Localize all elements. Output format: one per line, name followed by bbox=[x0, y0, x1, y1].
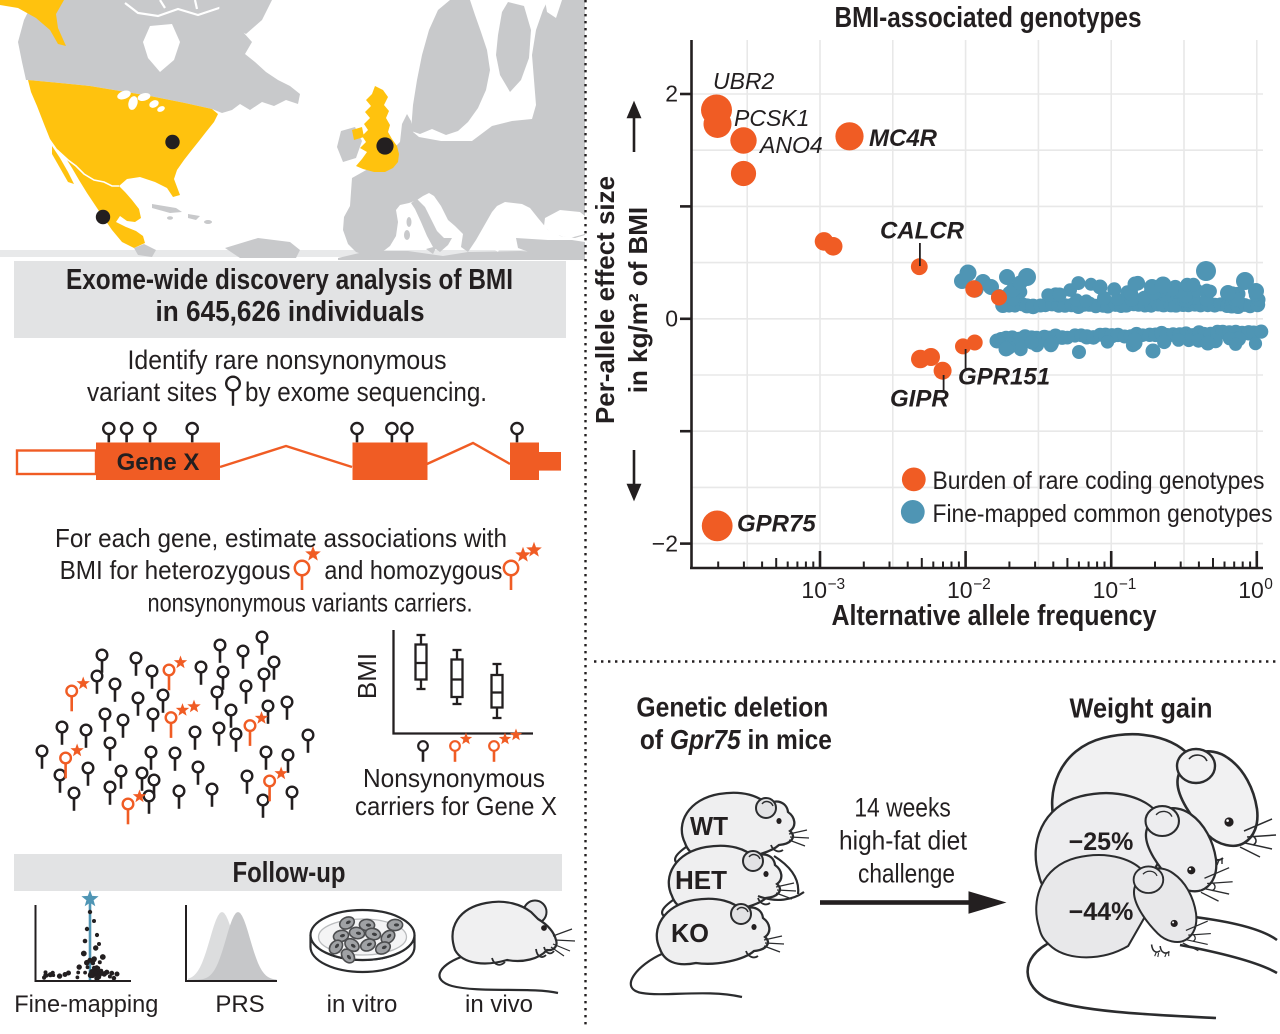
svg-text:10: 10 bbox=[947, 577, 973, 603]
svg-text:Nonsynonymous: Nonsynonymous bbox=[363, 763, 545, 793]
svg-text:0: 0 bbox=[665, 306, 678, 332]
svg-text:in vitro: in vitro bbox=[327, 991, 398, 1018]
svg-text:10: 10 bbox=[1238, 577, 1264, 603]
svg-text:Genetic deletion: Genetic deletion bbox=[636, 691, 828, 722]
svg-text:BMI: BMI bbox=[352, 653, 382, 699]
svg-text:challenge: challenge bbox=[858, 859, 955, 889]
svg-text:of Gpr75 in mice: of Gpr75 in mice bbox=[640, 724, 832, 755]
svg-text:BMI for heterozygous: BMI for heterozygous bbox=[60, 555, 291, 585]
svg-text:ANO4: ANO4 bbox=[758, 132, 823, 158]
svg-text:in kg/m² of BMI: in kg/m² of BMI bbox=[623, 207, 653, 393]
svg-text:Weight gain: Weight gain bbox=[1070, 692, 1213, 723]
svg-text:GPR151: GPR151 bbox=[958, 364, 1050, 391]
svg-text:GIPR: GIPR bbox=[890, 386, 949, 413]
svg-text:−25%: −25% bbox=[1069, 828, 1134, 856]
svg-text:BMI-associated genotypes: BMI-associated genotypes bbox=[835, 2, 1142, 34]
svg-text:10: 10 bbox=[1093, 577, 1119, 603]
svg-text:−3: −3 bbox=[828, 576, 846, 593]
svg-text:−2: −2 bbox=[973, 576, 991, 593]
svg-text:Fine-mapping: Fine-mapping bbox=[14, 991, 158, 1018]
svg-text:Gene X: Gene X bbox=[117, 449, 200, 476]
svg-text:Follow-up: Follow-up bbox=[233, 857, 346, 889]
svg-text:UBR2: UBR2 bbox=[713, 68, 775, 94]
svg-text:For each gene, estimate associ: For each gene, estimate associations wit… bbox=[55, 523, 507, 553]
svg-text:in vivo: in vivo bbox=[465, 991, 533, 1018]
svg-text:Per-allele effect size: Per-allele effect size bbox=[590, 176, 620, 424]
svg-text:10: 10 bbox=[801, 577, 827, 603]
svg-text:variant sites: variant sites bbox=[87, 377, 217, 407]
svg-text:in 645,626 individuals: in 645,626 individuals bbox=[156, 296, 425, 328]
svg-text:high-fat diet: high-fat diet bbox=[839, 826, 967, 856]
svg-text:14 weeks: 14 weeks bbox=[854, 792, 951, 822]
svg-text:Fine-mapped common genotypes: Fine-mapped common genotypes bbox=[933, 500, 1273, 528]
svg-text:MC4R: MC4R bbox=[869, 125, 938, 152]
svg-text:WT: WT bbox=[690, 811, 728, 841]
svg-text:0: 0 bbox=[1264, 576, 1273, 593]
svg-text:Alternative allele frequency: Alternative allele frequency bbox=[832, 600, 1157, 632]
svg-text:KO: KO bbox=[671, 918, 709, 948]
svg-text:GPR75: GPR75 bbox=[737, 511, 816, 538]
svg-text:Burden of rare coding genotype: Burden of rare coding genotypes bbox=[933, 467, 1265, 495]
svg-text:nonsynonymous variants carrier: nonsynonymous variants carriers. bbox=[148, 588, 473, 618]
svg-text:PRS: PRS bbox=[215, 991, 264, 1018]
svg-text:2: 2 bbox=[665, 81, 678, 107]
svg-text:−1: −1 bbox=[1119, 576, 1137, 593]
svg-text:carriers for Gene X: carriers for Gene X bbox=[355, 791, 557, 821]
svg-text:Identify rare nonsynonymous: Identify rare nonsynonymous bbox=[128, 345, 447, 375]
svg-text:PCSK1: PCSK1 bbox=[734, 105, 809, 131]
svg-text:by exome sequencing.: by exome sequencing. bbox=[245, 377, 487, 407]
svg-text:and homozygous: and homozygous bbox=[324, 555, 502, 585]
svg-text:Exome-wide discovery analysis: Exome-wide discovery analysis of BMI bbox=[66, 264, 513, 296]
svg-text:−2: −2 bbox=[652, 531, 678, 557]
svg-text:−44%: −44% bbox=[1069, 898, 1134, 926]
svg-text:HET: HET bbox=[675, 865, 727, 895]
svg-text:CALCR: CALCR bbox=[880, 218, 965, 245]
